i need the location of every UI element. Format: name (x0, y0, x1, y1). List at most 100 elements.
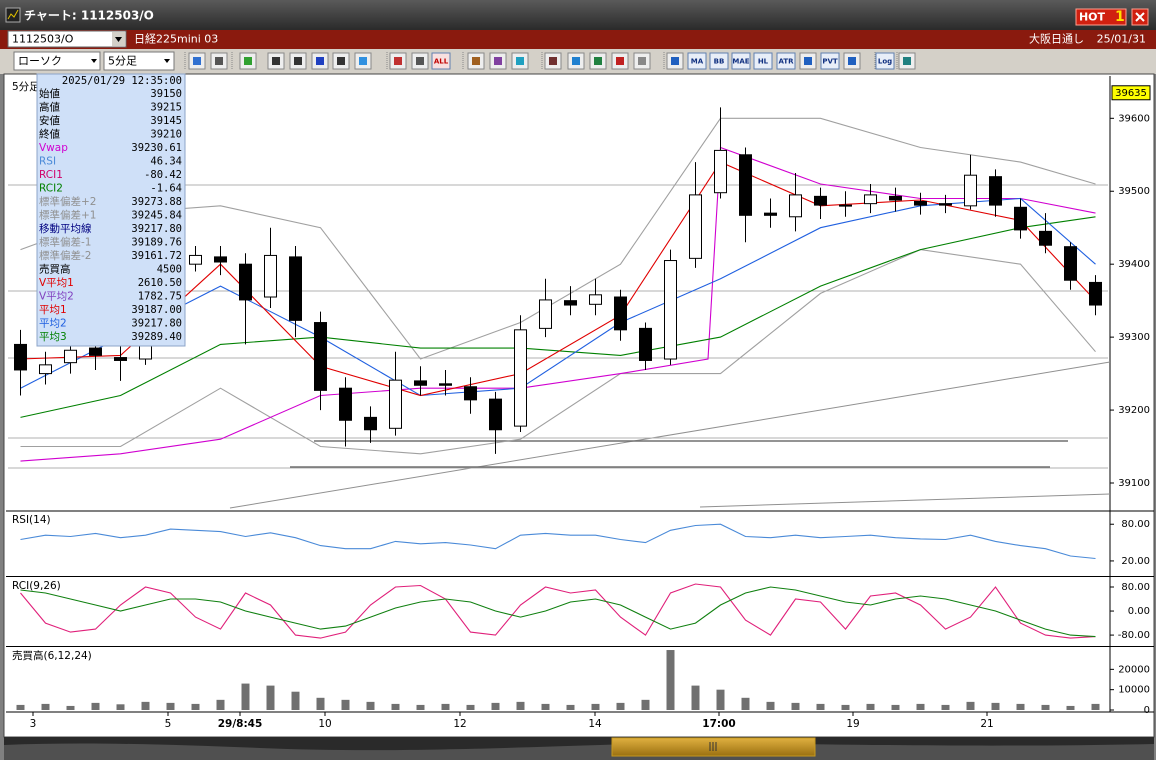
dropdown-arrow (164, 59, 170, 63)
y-tick-label: 39300 (1118, 332, 1150, 343)
code-input[interactable] (7, 30, 127, 48)
info-value: 39217.80 (131, 223, 182, 235)
volume-bar (841, 704, 850, 710)
volume-bar (241, 683, 250, 710)
y-tick-label: 39200 (1118, 405, 1150, 416)
trend-line (699, 493, 1111, 508)
info-value: 2610.50 (138, 277, 182, 289)
candle-body (1014, 206, 1027, 231)
tool-button[interactable] (709, 52, 729, 70)
volume-bar (141, 701, 150, 710)
info-value: 39217.80 (131, 318, 182, 330)
last-price-label: 39635 (1115, 88, 1147, 99)
panel-title: 5分足 (12, 81, 40, 93)
info-value: 39289.40 (131, 331, 182, 343)
market-name: 大阪日通し (1029, 32, 1084, 46)
hot-label: HOT (1079, 11, 1106, 24)
close-icon (1135, 12, 1145, 22)
candle-body (914, 200, 927, 206)
tool-button[interactable] (731, 52, 751, 70)
volume-bar (591, 703, 600, 710)
candle-body (314, 322, 327, 391)
tool-glyph (394, 57, 402, 65)
volume-bar (116, 704, 125, 710)
candle-body (39, 364, 52, 375)
candle-body (664, 260, 677, 360)
chart-type-select[interactable] (13, 51, 101, 71)
volume-bar (766, 701, 775, 710)
candle-body (839, 204, 852, 207)
info-label: 標準偏差+2 (39, 195, 96, 208)
window-title: チャート: 1112503/O (24, 9, 154, 23)
panel-title: RSI(14) (12, 514, 51, 526)
title-bar (0, 0, 1156, 30)
volume-bar (866, 703, 875, 710)
volume-bar (191, 703, 200, 710)
volume-bar (641, 699, 650, 710)
tool-button[interactable] (776, 52, 796, 70)
volume-bar (16, 704, 25, 710)
x-tick-label: 3 (30, 718, 37, 730)
volume-bar (616, 702, 625, 710)
x-tick-label: 21 (980, 718, 993, 730)
x-tick-label: 10 (318, 718, 331, 730)
tool-glyph (848, 57, 856, 65)
volume-bar (541, 703, 550, 710)
candle-body (589, 294, 602, 305)
tool-glyph (671, 57, 679, 65)
tool-glyph (572, 57, 580, 65)
tool-button[interactable] (753, 52, 773, 70)
info-value: 39215 (150, 102, 182, 114)
info-value: 46.34 (150, 156, 182, 168)
volume-bar (916, 703, 925, 710)
y-tick-label: 20.00 (1121, 556, 1150, 567)
candle-body (989, 176, 1002, 206)
candle-body (889, 195, 902, 201)
x-tick-label: 17:00 (702, 718, 735, 730)
dropdown-arrow (91, 59, 97, 63)
candle-body (489, 398, 502, 431)
candle-body (439, 383, 452, 386)
tool-button[interactable] (687, 52, 707, 70)
tool-glyph (616, 57, 624, 65)
tool-button[interactable] (875, 52, 895, 70)
hot-button[interactable] (1075, 8, 1127, 26)
info-label: 移動平均線 (39, 222, 92, 235)
info-label: 平均3 (39, 331, 67, 343)
volume-bar (716, 689, 725, 710)
info-label: 高値 (39, 101, 60, 114)
tool-label: MA (691, 58, 704, 66)
info-panel (36, 73, 186, 347)
tool-label: PVT (822, 58, 838, 66)
tool-label: ATR (778, 58, 794, 66)
header-row (0, 30, 1156, 49)
volume-bar (1091, 703, 1100, 710)
info-label: 標準偏差-1 (39, 236, 91, 249)
candle-body (764, 212, 777, 216)
dropdown-arrow (115, 37, 122, 42)
interval-text: 5分足 (108, 55, 137, 68)
interval-select[interactable] (103, 51, 175, 71)
volume-bar (966, 701, 975, 710)
candle-body (1039, 230, 1052, 246)
candle-body (89, 347, 102, 356)
info-label: RSI (39, 156, 56, 168)
candle-body (864, 194, 877, 205)
tool-glyph (215, 57, 223, 65)
candle-body (789, 194, 802, 218)
tool-glyph (272, 57, 280, 65)
volume-bar (491, 702, 500, 710)
app-icon (5, 7, 21, 23)
tool-button[interactable] (820, 52, 840, 70)
tool-button[interactable] (431, 52, 451, 70)
tool-glyph (549, 57, 557, 65)
info-value: 39230.61 (131, 142, 182, 154)
series-line (20, 586, 1096, 638)
candle-body (339, 387, 352, 421)
x-tick-label: 5 (165, 718, 172, 730)
candle-body (1064, 246, 1077, 281)
y-tick-label: 39400 (1118, 259, 1150, 270)
volume-bar (1041, 704, 1050, 710)
tool-glyph (472, 57, 480, 65)
volume-bar (266, 685, 275, 710)
